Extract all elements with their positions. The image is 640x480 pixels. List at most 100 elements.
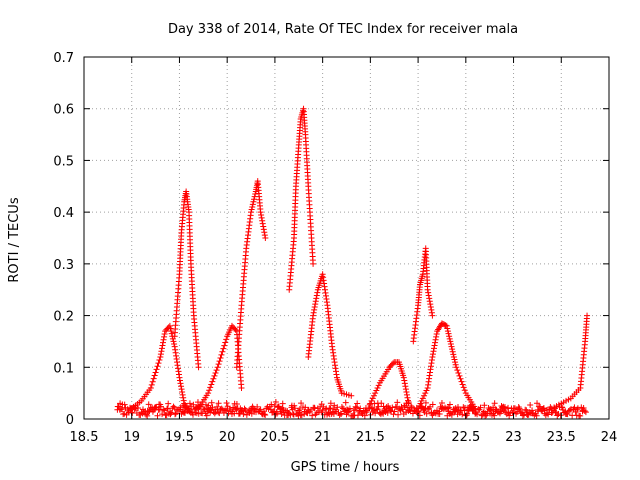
data-point — [314, 289, 321, 296]
data-point — [272, 399, 279, 406]
data-point — [220, 345, 227, 352]
data-point — [424, 283, 431, 290]
x-tick-label: 20.5 — [260, 430, 289, 445]
data-point — [342, 399, 349, 406]
data-point — [319, 407, 326, 414]
data-point — [445, 404, 452, 411]
data-point — [345, 408, 352, 415]
data-point — [313, 295, 320, 302]
data-point — [182, 190, 189, 197]
data-point — [271, 403, 278, 410]
data-point — [425, 292, 432, 299]
data-point — [428, 357, 435, 364]
data-point — [158, 348, 165, 355]
data-point — [458, 378, 465, 385]
data-point — [187, 257, 194, 264]
data-point — [352, 403, 359, 410]
data-point — [159, 342, 166, 349]
data-point — [491, 412, 498, 419]
data-point — [441, 321, 448, 328]
data-point — [574, 405, 581, 412]
data-point — [151, 372, 158, 379]
data-point — [566, 407, 573, 414]
data-point — [510, 405, 517, 412]
data-point — [221, 342, 228, 349]
data-point — [232, 326, 239, 333]
data-point — [159, 411, 166, 418]
data-point — [262, 235, 269, 241]
data-point — [215, 400, 222, 407]
data-point — [367, 400, 374, 407]
data-point — [309, 315, 316, 322]
data-point — [421, 392, 428, 399]
data-point — [474, 411, 481, 418]
data-point — [203, 392, 210, 399]
data-point — [445, 330, 452, 337]
data-point — [457, 375, 464, 382]
data-point — [249, 203, 256, 210]
data-point — [149, 378, 156, 385]
data-point — [176, 377, 183, 384]
data-point — [427, 301, 434, 308]
data-point — [404, 394, 411, 401]
data-point — [498, 408, 505, 415]
data-point — [428, 309, 435, 316]
data-point — [259, 217, 266, 224]
data-point — [136, 399, 143, 406]
data-point — [581, 341, 588, 348]
x-tick-label: 18.5 — [70, 430, 99, 445]
data-point — [295, 145, 302, 152]
data-point — [208, 399, 215, 406]
data-point — [150, 375, 157, 382]
data-point — [262, 411, 269, 418]
data-point — [460, 384, 467, 391]
data-point — [455, 370, 462, 377]
y-tick-label: 0.5 — [53, 154, 74, 169]
data-point — [519, 412, 526, 419]
data-point — [212, 370, 219, 377]
y-tick-label: 0.4 — [53, 206, 74, 221]
data-point — [450, 353, 457, 360]
data-point — [354, 400, 361, 407]
x-tick-label: 21 — [314, 430, 331, 445]
data-point — [258, 212, 265, 219]
data-point — [581, 407, 588, 414]
data-point — [168, 328, 175, 335]
data-point — [390, 360, 397, 367]
data-point — [375, 382, 382, 389]
data-point — [259, 220, 266, 227]
data-point — [422, 390, 429, 397]
data-point — [158, 345, 165, 352]
data-point — [145, 401, 152, 408]
data-point — [208, 381, 215, 388]
x-tick-label: 21.5 — [356, 430, 385, 445]
data-point — [565, 396, 572, 403]
x-tick-label: 22 — [410, 430, 427, 445]
data-point — [425, 289, 432, 296]
data-point — [261, 232, 268, 239]
data-point — [154, 412, 161, 419]
data-point — [313, 292, 320, 299]
data-point — [302, 128, 309, 135]
data-point — [461, 387, 468, 394]
data-point — [430, 348, 437, 355]
x-tick-label: 24 — [601, 430, 618, 445]
data-point — [152, 369, 159, 376]
data-point — [121, 401, 128, 408]
data-point — [444, 328, 451, 335]
data-point — [216, 358, 223, 365]
data-point — [218, 405, 225, 412]
grid-lines — [84, 57, 609, 419]
data-point — [471, 403, 477, 410]
data-point — [330, 410, 337, 417]
data-point — [444, 325, 451, 332]
data-point — [160, 406, 167, 413]
data-point — [392, 403, 399, 410]
data-point — [257, 406, 264, 413]
data-point — [446, 333, 453, 340]
data-point — [394, 399, 401, 406]
data-point — [157, 403, 164, 410]
data-point — [429, 351, 436, 358]
data-point — [540, 405, 547, 412]
data-point — [180, 394, 187, 401]
